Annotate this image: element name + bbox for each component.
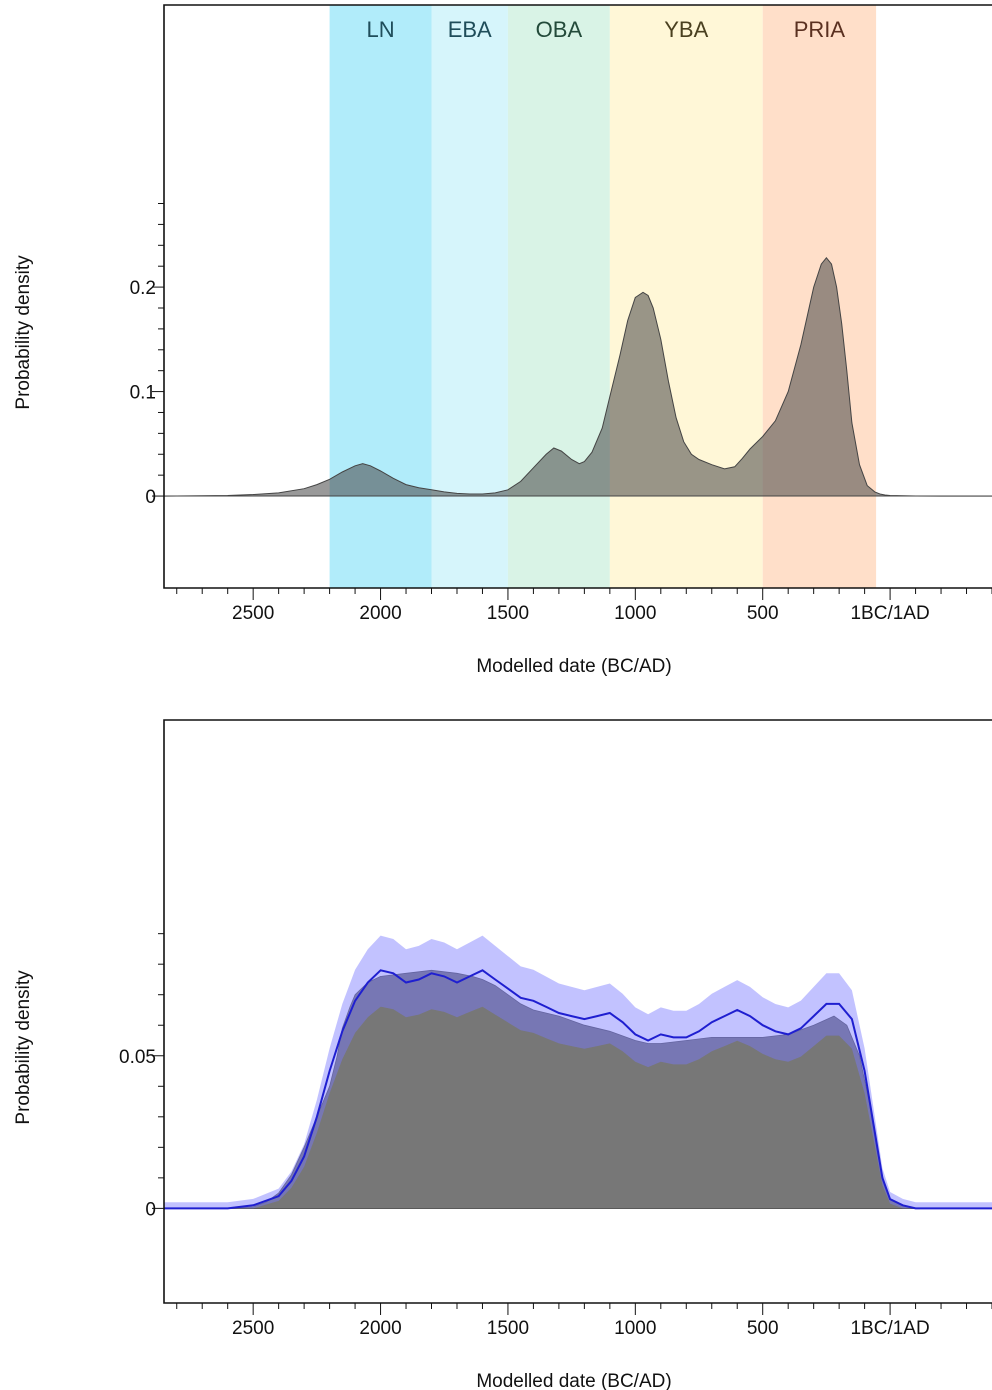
x-tick-label: 1BC/1AD bbox=[850, 603, 929, 624]
x-tick-label: 2500 bbox=[232, 603, 274, 624]
x-tick-label: 2000 bbox=[359, 1318, 401, 1339]
x-tick-label: 1BC/1AD bbox=[850, 1318, 929, 1339]
period-label-yba: YBA bbox=[664, 17, 708, 42]
x-tick-label: 500 bbox=[747, 1318, 779, 1339]
x-axis-title: Modelled date (BC/AD) bbox=[476, 1371, 671, 1390]
y-axis-title: Probability density bbox=[13, 970, 34, 1125]
period-label-pria: PRIA bbox=[794, 17, 846, 42]
x-tick-label: 500 bbox=[747, 603, 779, 624]
chart-spd-envelope: 2500 2000 1500 1000 500 1BC/1AD 0 0.05 Modelled … bbox=[13, 719, 992, 1390]
density-area bbox=[163, 257, 992, 497]
x-axis-title: Modelled date (BC/AD) bbox=[476, 656, 671, 677]
x-tick-label: 1500 bbox=[487, 1318, 529, 1339]
x-tick-label: 1000 bbox=[614, 1318, 656, 1339]
plot-frame bbox=[163, 4, 992, 589]
x-tick-label: 2000 bbox=[359, 603, 401, 624]
y-tick-label: 0 bbox=[145, 487, 156, 508]
y-tick-label: 0 bbox=[145, 1199, 156, 1220]
period-band-ln bbox=[329, 5, 432, 588]
chart-period-kde: LN EBA OBA YBA PRIA 2500 2000 1500 1000 500 1BC/1A… bbox=[13, 4, 992, 677]
x-tick-label: 2500 bbox=[232, 1318, 274, 1339]
x-tick-label: 1500 bbox=[487, 603, 529, 624]
period-band-eba bbox=[431, 5, 508, 588]
period-band-oba bbox=[507, 5, 610, 588]
period-label-ln: LN bbox=[366, 17, 394, 42]
period-label-eba: EBA bbox=[448, 17, 492, 42]
period-label-oba: OBA bbox=[536, 17, 583, 42]
period-band-yba bbox=[609, 5, 763, 588]
model-line bbox=[164, 969, 992, 1210]
y-axis-title: Probability density bbox=[13, 255, 34, 410]
plot-frame bbox=[163, 719, 992, 1304]
x-tick-label: 1000 bbox=[614, 603, 656, 624]
model-envelope bbox=[164, 935, 992, 1209]
y-tick-label: 0.1 bbox=[130, 383, 156, 404]
y-tick-label: 0.05 bbox=[119, 1047, 156, 1068]
y-tick-label: 0.2 bbox=[130, 278, 156, 299]
